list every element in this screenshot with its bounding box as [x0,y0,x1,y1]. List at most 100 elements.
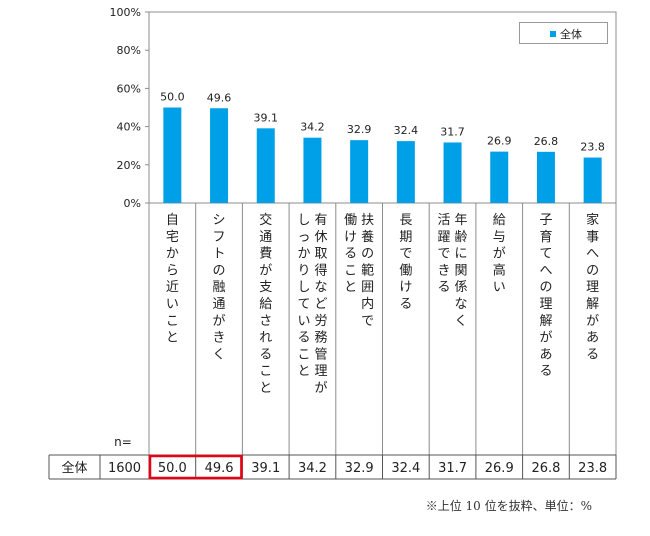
category-label: 家 [586,212,599,228]
category-label: さ [259,314,272,329]
category-label: 躍 [438,230,451,245]
n-label: n= [114,435,132,449]
category-label: の [539,280,552,295]
category-label: い [297,314,310,329]
category-label: 働 [399,263,412,278]
data-label: 39.1 [254,111,279,124]
category-label: 宅 [166,230,179,245]
category-label: い [166,297,179,312]
category-label: 扶 [361,213,374,228]
category-label: て [297,297,310,312]
y-tick-label: 40% [117,121,141,134]
table-cell: 32.9 [345,461,374,476]
table-cell: 34.2 [298,461,327,476]
highlight-box [148,454,243,480]
bar [350,140,369,203]
category-label: 理 [314,364,327,379]
category-label: が [493,247,506,262]
table-cell: 23.8 [578,461,607,476]
category-label: あ [539,347,552,362]
category-label: 年 [455,213,468,228]
category-label: り [297,263,310,278]
bars [163,107,602,203]
legend-swatch [550,31,556,37]
data-label: 50.0 [160,91,185,104]
bar [210,108,229,203]
category-label: る [399,297,412,312]
category-label: 支 [259,280,272,295]
category-label: と [344,280,357,295]
category-label: 齢 [455,230,468,245]
y-tick-label: 20% [117,159,141,172]
category-label: 通 [259,230,272,245]
category-label: 理 [539,297,552,312]
category-label: き [213,331,226,346]
category-label: ら [166,263,179,278]
footnote: ※上位 10 位を抜粋、単位：% [425,499,592,513]
category-label: 務 [314,331,327,346]
category-label: 養 [361,229,374,245]
category-label: と [166,331,179,346]
category-label: 近 [166,280,179,295]
y-tick-label: 80% [117,44,141,57]
category-label: 得 [314,262,327,278]
category-label: の [586,263,599,278]
category-label: か [166,247,179,262]
category-label: 費 [259,247,272,262]
table-cell: 31.7 [438,461,467,476]
category-label: 活 [438,213,451,228]
category-label: っ [297,230,310,245]
bar [163,107,182,203]
bar [303,137,322,203]
category-label: け [399,280,412,295]
category-label: 管 [314,347,327,362]
category-label: ど [314,297,327,312]
category-label: で [399,247,412,262]
data-label: 32.4 [394,124,419,137]
table-cell: 50.0 [158,461,187,476]
category-label: 与 [493,230,506,245]
data-labels: 50.0 49.6 39.1 34.2 32.9 32.4 31.7 26.9 26.8 23.8 [160,91,605,154]
category-label: か [297,247,310,262]
category-label: 係 [455,280,468,295]
category-label: 理 [586,280,599,295]
category-label: 取 [314,247,327,262]
category-label: 通 [213,297,226,312]
category-label: と [297,364,310,379]
category-label: 解 [586,297,599,312]
bar [396,141,415,203]
category-label: る [539,364,552,379]
category-label: し [297,213,310,228]
bar [256,128,275,203]
category-label: 有 [314,213,327,228]
category-labels: 自宅から近いことシフトの融通がきく交通費が支給されること有休取得など労務管理がし… [166,212,599,396]
category-label: シ [213,213,226,228]
table-cell: 26.9 [485,461,514,476]
category-label: こ [297,347,310,362]
category-label: 事 [586,230,599,245]
category-label: な [455,297,468,312]
grid-lines [145,11,617,455]
bar [443,142,462,203]
category-label: 給 [493,213,506,228]
legend: 全体 [519,22,608,44]
category-label: 休 [314,230,327,245]
category-label: て [539,247,552,262]
category-label: 長 [399,213,412,228]
table-cell: 32.4 [391,461,420,476]
category-label: る [344,247,357,262]
table-row-label: 全体 [61,460,87,476]
category-label: 子 [539,213,552,228]
data-table: n= 全体 1600 50.0 49.6 39.1 34.2 32.9 32.4 31.7 26.9… [48,435,617,480]
category-label: け [344,230,357,245]
bar [583,157,602,203]
category-label: こ [344,263,357,278]
category-label: 自 [166,213,179,228]
category-label: が [259,263,272,278]
y-tick-label: 100% [110,6,141,19]
category-label: 高 [493,262,506,278]
category-label: で [438,247,451,262]
category-label: に [455,247,468,262]
category-label: 期 [399,230,412,245]
